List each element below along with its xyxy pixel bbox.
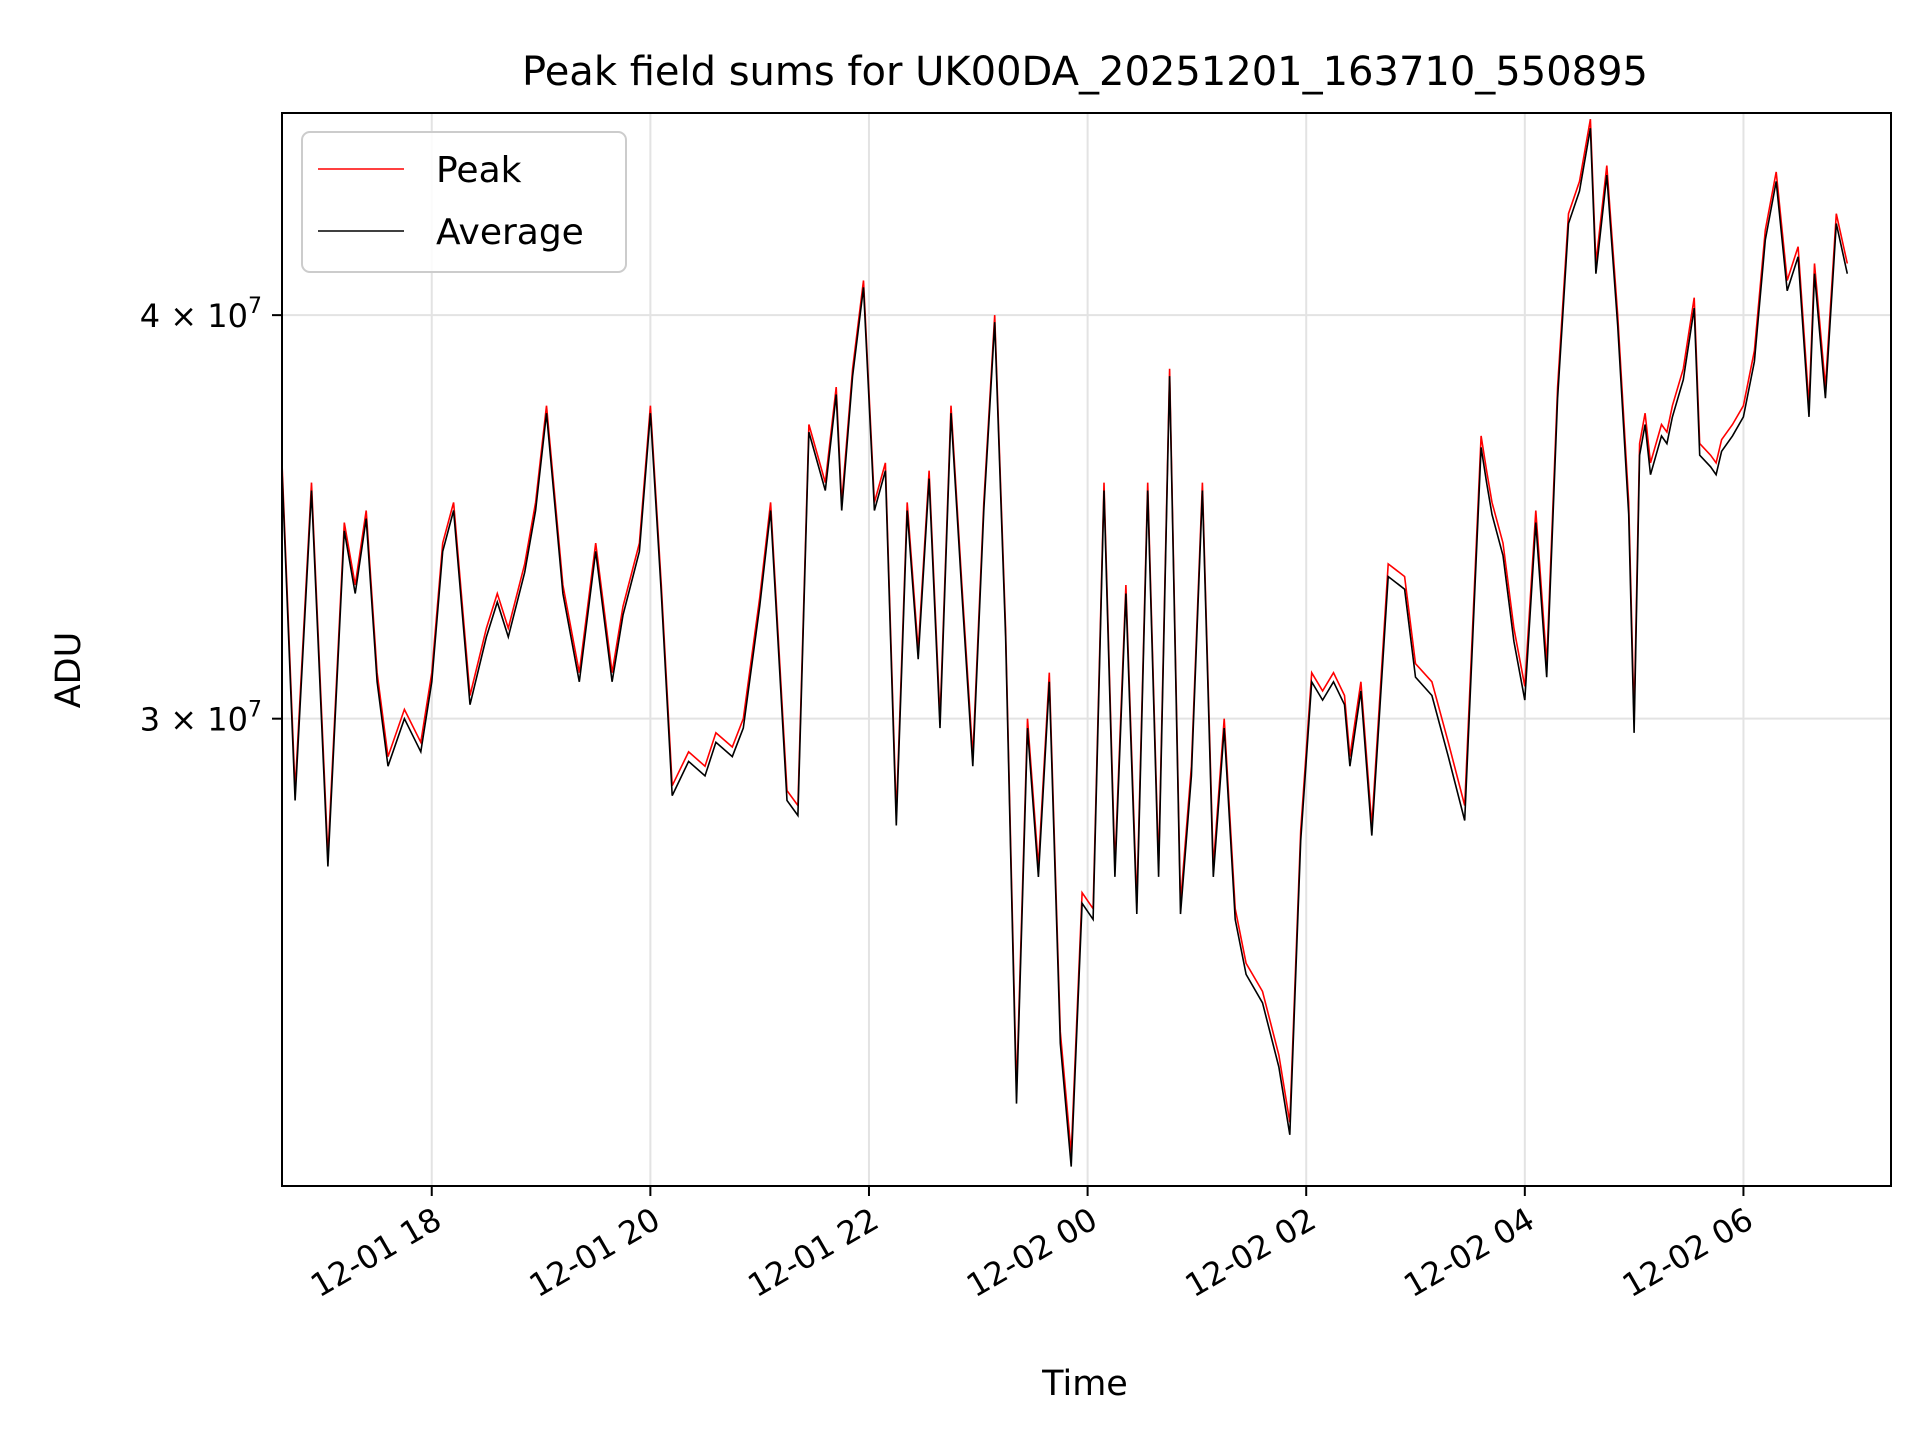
- x-axis-label: Time: [1041, 1364, 1128, 1404]
- y-axis-label: ADU: [49, 632, 89, 709]
- chart-title: Peak field sums for UK00DA_20251201_1637…: [522, 49, 1648, 95]
- y-axis-ticks: 3 × 107 4 × 107: [140, 294, 282, 739]
- legend-box: [301, 131, 627, 273]
- average-series-line: [282, 128, 1849, 1167]
- grid: [282, 113, 1891, 1186]
- y-tick-label: 4 × 107: [140, 294, 262, 335]
- legend-peak-label: Peak: [436, 150, 522, 191]
- legend-average-label: Average: [436, 212, 584, 253]
- y-tick-label: 3 × 107: [140, 698, 262, 739]
- legend: Peak Average: [301, 131, 627, 273]
- plot-frame: [281, 112, 1892, 1187]
